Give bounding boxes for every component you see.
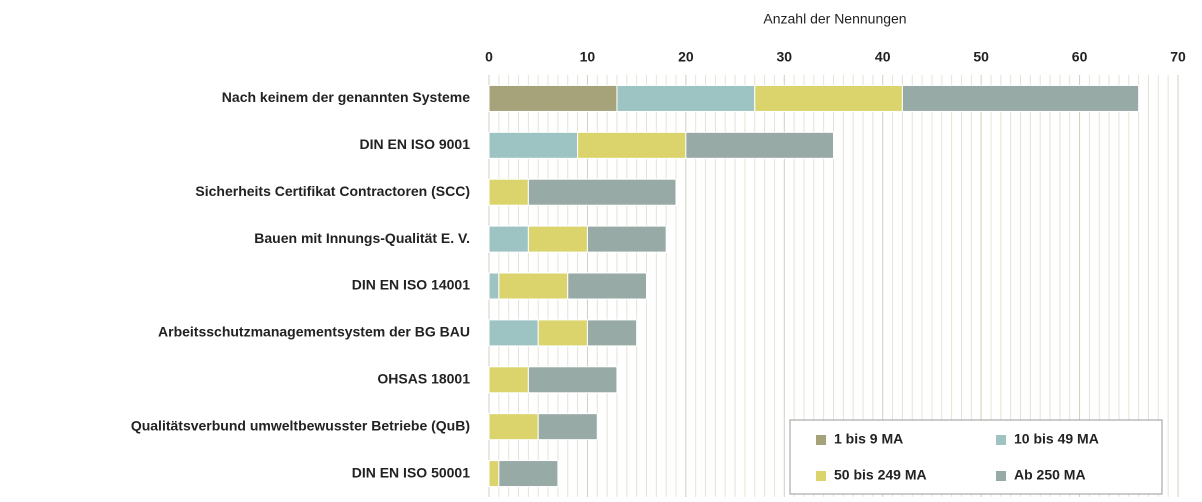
bar-segment	[488, 225, 529, 253]
y-tick-label: DIN EN ISO 14001	[352, 277, 470, 293]
x-tick-label: 0	[485, 49, 493, 65]
bar-segment	[498, 460, 559, 488]
bar-segment	[488, 84, 618, 112]
bar-segment	[537, 413, 598, 441]
y-tick-label: Nach keinem der genannten Systeme	[222, 89, 470, 105]
legend-swatch	[816, 435, 826, 445]
legend-label: 10 bis 49 MA	[1014, 431, 1099, 447]
legend-box	[789, 419, 1163, 495]
bar-segment	[488, 272, 500, 300]
bar-segment	[527, 178, 677, 206]
y-tick-label: OHSAS 18001	[377, 370, 470, 386]
bar-segment	[577, 131, 687, 159]
y-tick-label: Bauen mit Innungs-Qualität E. V.	[254, 230, 470, 246]
x-axis-label: Anzahl der Nennungen	[763, 11, 906, 27]
bar-segment	[586, 319, 638, 347]
bar-segment	[567, 272, 647, 300]
legend-label: Ab 250 MA	[1014, 467, 1086, 483]
bar-segment	[488, 319, 539, 347]
y-tick-label: Arbeitsschutzmanagementsystem der BG BAU	[158, 324, 470, 340]
x-tick-label: 70	[1170, 49, 1186, 65]
legend-swatch	[996, 471, 1006, 481]
legend-label: 50 bis 249 MA	[834, 467, 927, 483]
bar-segment	[488, 366, 529, 394]
bar-segment	[537, 319, 588, 347]
x-tick-label: 10	[580, 49, 596, 65]
bar-segment	[488, 413, 539, 441]
bar-segment	[527, 225, 588, 253]
legend-swatch	[816, 471, 826, 481]
bar-segment	[685, 131, 834, 159]
bar-segment	[498, 272, 569, 300]
x-tick-label: 30	[776, 49, 792, 65]
bar-segment	[527, 366, 618, 394]
bar-segment	[586, 225, 667, 253]
bar-segment	[488, 460, 500, 488]
y-tick-label: Qualitätsverbund umweltbewusster Betrieb…	[131, 417, 470, 433]
y-tick-label: DIN EN ISO 50001	[352, 464, 470, 480]
bar-segment	[616, 84, 756, 112]
x-tick-label: 60	[1072, 49, 1088, 65]
y-tick-label: Sicherheits Certifikat Contractoren (SCC…	[195, 183, 470, 199]
legend-swatch	[996, 435, 1006, 445]
x-tick-label: 40	[875, 49, 891, 65]
bar-segment	[901, 84, 1140, 112]
bar-segment	[488, 178, 529, 206]
x-tick-label: 20	[678, 49, 694, 65]
bar-segment	[754, 84, 903, 112]
x-tick-label: 50	[973, 49, 989, 65]
y-tick-label: DIN EN ISO 9001	[360, 136, 471, 152]
bar-segment	[488, 131, 579, 159]
legend-label: 1 bis 9 MA	[834, 431, 903, 447]
